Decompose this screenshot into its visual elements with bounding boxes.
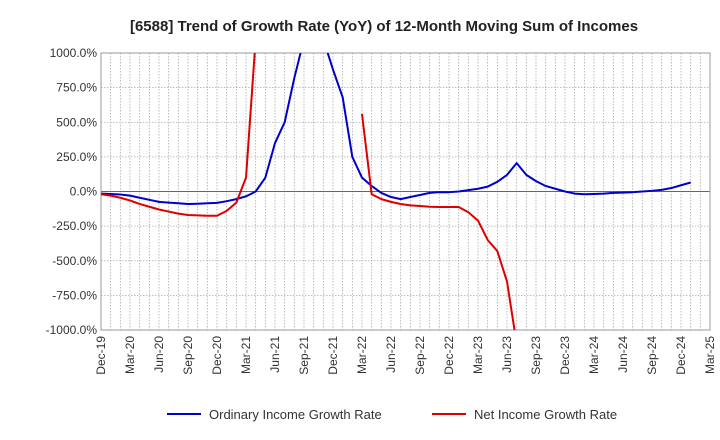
- axes: 1000.0% 750.0% 500.0% 250.0% 0.0% -250.0% -500…: [46, 46, 717, 375]
- x-tick-label: Dec-24: [674, 336, 688, 375]
- y-tick-label: -500.0%: [52, 254, 97, 268]
- x-tick-label: Sep-20: [181, 336, 195, 375]
- x-tick-label: Dec-21: [326, 336, 340, 375]
- x-tick-label: Mar-23: [471, 336, 485, 374]
- x-tick-label: Sep-22: [413, 336, 427, 375]
- x-tick-label: Jun-23: [500, 336, 514, 373]
- x-tick-label: Mar-21: [239, 336, 253, 374]
- legend-label-1: Ordinary Income Growth Rate: [209, 407, 382, 422]
- y-tick-label: 1000.0%: [50, 46, 98, 60]
- chart-title: [6588] Trend of Growth Rate (YoY) of 12-…: [130, 18, 638, 35]
- series-line-1: [101, 53, 302, 205]
- x-tick-label: Dec-20: [210, 336, 224, 375]
- x-tick-label: Jun-20: [152, 336, 166, 373]
- x-tick-label: Dec-19: [94, 336, 108, 375]
- y-tick-label: -1000.0%: [46, 323, 98, 337]
- x-tick-label: Jun-21: [268, 336, 282, 373]
- x-tick-label: Sep-21: [297, 336, 311, 375]
- x-tick-label: Jun-22: [384, 336, 398, 373]
- x-tick-label: Sep-23: [529, 336, 543, 375]
- series-line-2: [361, 113, 516, 330]
- x-tick-label: Mar-22: [355, 336, 369, 374]
- y-tick-label: 500.0%: [56, 115, 97, 129]
- x-tick-label: Dec-22: [442, 336, 456, 375]
- plot-border: [100, 52, 711, 331]
- y-tick-label: 0.0%: [70, 185, 98, 199]
- x-tick-label: Mar-25: [703, 336, 717, 374]
- x-tick-label: Dec-23: [558, 336, 572, 375]
- series-layer: [101, 53, 691, 330]
- grid: [100, 52, 711, 331]
- y-tick-label: 250.0%: [56, 150, 97, 164]
- x-tick-label: Sep-24: [645, 336, 659, 375]
- series-line-1: [326, 53, 691, 201]
- y-tick-label: 750.0%: [56, 81, 97, 95]
- x-tick-label: Mar-24: [587, 336, 601, 374]
- x-tick-label: Jun-24: [616, 336, 630, 373]
- x-tick-label: Mar-20: [123, 336, 137, 374]
- series-line-2: [101, 53, 256, 217]
- legend-label-2: Net Income Growth Rate: [474, 407, 617, 422]
- y-tick-label: -750.0%: [52, 288, 97, 302]
- y-tick-label: -250.0%: [52, 219, 97, 233]
- legend: Ordinary Income Growth Rate Net Income Gr…: [167, 407, 617, 422]
